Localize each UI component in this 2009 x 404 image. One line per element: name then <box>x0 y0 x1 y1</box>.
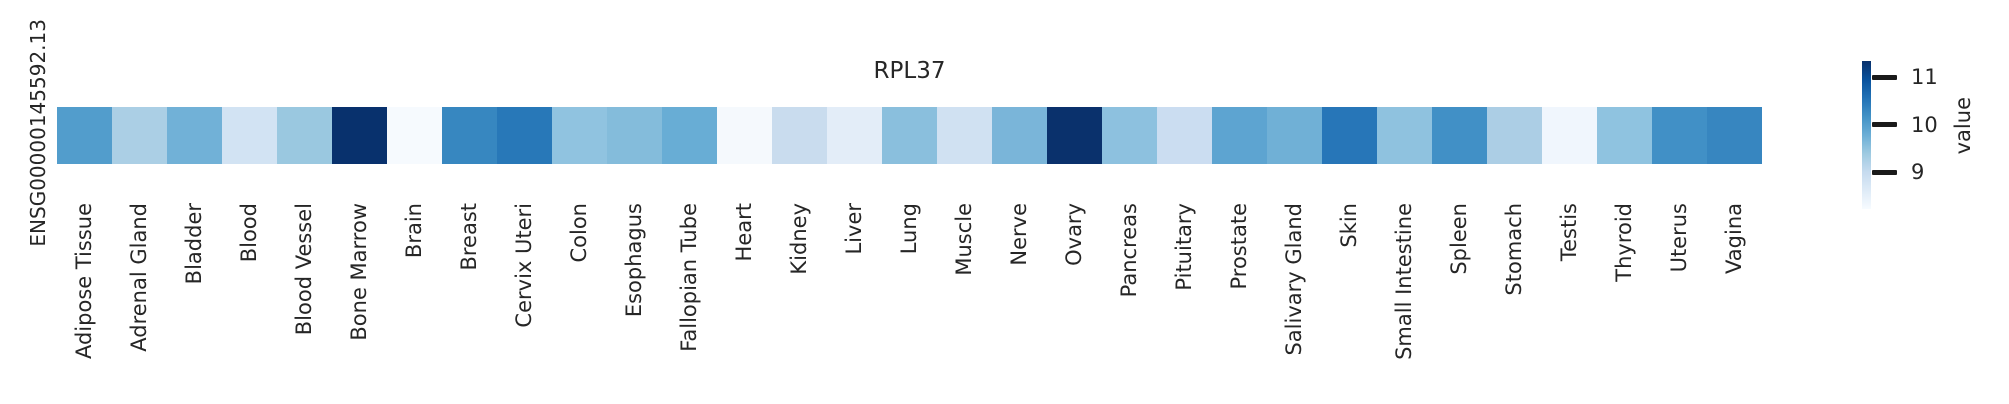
x-tick-label: Blood <box>237 203 261 263</box>
x-tick-label: Nerve <box>1007 203 1031 266</box>
x-tick-label: Uterus <box>1667 203 1691 273</box>
x-tick-label: Salivary Gland <box>1282 203 1306 356</box>
colorbar-tick-label: 9 <box>1911 160 1925 184</box>
heatmap-cell <box>827 107 882 164</box>
heatmap-cell <box>277 107 332 164</box>
heatmap-cell <box>1157 107 1212 164</box>
x-tick-label: Pituitary <box>1172 203 1196 291</box>
colorbar-tick-mark <box>1872 122 1897 127</box>
x-tick-label: Blood Vessel <box>292 203 316 336</box>
colorbar-tick-mark <box>1872 169 1897 175</box>
colorbar-axis-label: value <box>1951 97 1975 155</box>
x-tick-label: Cervix Uteri <box>512 203 536 328</box>
colorbar-tick-label: 11 <box>1911 65 1938 89</box>
heatmap-cell <box>497 107 552 164</box>
heatmap-cell <box>772 107 827 164</box>
x-tick-label: Vagina <box>1722 203 1746 274</box>
x-tick-label: Testis <box>1557 203 1581 262</box>
heatmap-cell <box>1432 107 1487 164</box>
x-tick-label: Liver <box>842 203 866 255</box>
x-tick-label: Spleen <box>1447 203 1471 275</box>
x-tick-label: Thyroid <box>1612 203 1636 282</box>
heatmap-cell <box>882 107 937 164</box>
heatmap-cell <box>607 107 662 164</box>
x-tick-label: Heart <box>732 203 756 262</box>
x-tick-label: Kidney <box>787 203 811 275</box>
heatmap-cell <box>1487 107 1542 164</box>
heatmap-cell <box>1707 107 1762 164</box>
heatmap-cell <box>1597 107 1652 164</box>
colorbar-tick-label: 10 <box>1911 112 1938 137</box>
heatmap-cell <box>992 107 1047 164</box>
heatmap-cell <box>662 107 717 164</box>
colorbar-gradient <box>1862 61 1871 209</box>
x-tick-label: Bone Marrow <box>347 203 371 341</box>
heatmap-cell <box>1322 107 1377 164</box>
x-tick-label: Prostate <box>1227 203 1251 290</box>
x-tick-label: Lung <box>897 203 921 255</box>
heatmap-cell <box>167 107 222 164</box>
x-tick-label: Breast <box>457 203 481 271</box>
heatmap-cell <box>1047 107 1102 164</box>
chart-title: RPL37 <box>873 58 946 84</box>
heatmap-cell <box>332 107 387 164</box>
x-tick-label: Small Intestine <box>1392 203 1416 360</box>
x-tick-label: Fallopian Tube <box>677 203 701 352</box>
x-tick-label: Muscle <box>952 203 976 276</box>
heatmap-cell <box>1542 107 1597 164</box>
x-tick-label: Pancreas <box>1117 203 1141 298</box>
heatmap-cell <box>222 107 277 164</box>
heatmap-cell <box>387 107 442 164</box>
heatmap-cell <box>1652 107 1707 164</box>
x-tick-label: Colon <box>567 203 591 263</box>
colorbar-tick-mark <box>1872 74 1897 80</box>
x-tick-label: Adipose Tissue <box>72 203 96 360</box>
heatmap-cell <box>57 107 112 164</box>
x-tick-label: Bladder <box>182 203 206 285</box>
heatmap-cell <box>112 107 167 164</box>
heatmap-cell <box>1267 107 1322 164</box>
heatmap-cell <box>717 107 772 164</box>
x-tick-label: Stomach <box>1502 203 1526 296</box>
heatmap-cell <box>552 107 607 164</box>
heatmap-cell <box>1102 107 1157 164</box>
heatmap-cell <box>937 107 992 164</box>
x-tick-label: Adrenal Gland <box>127 203 151 352</box>
heatmap-cell <box>1212 107 1267 164</box>
x-tick-label: Brain <box>402 203 426 259</box>
x-tick-label: Ovary <box>1062 203 1086 266</box>
x-tick-label: Esophagus <box>622 203 646 318</box>
x-tick-label: Skin <box>1337 203 1361 248</box>
heatmap-cell <box>442 107 497 164</box>
heatmap-cell <box>1377 107 1432 164</box>
y-axis-row-label: ENSG00000145592.13 <box>26 19 50 247</box>
heatmap-row <box>57 107 1762 164</box>
